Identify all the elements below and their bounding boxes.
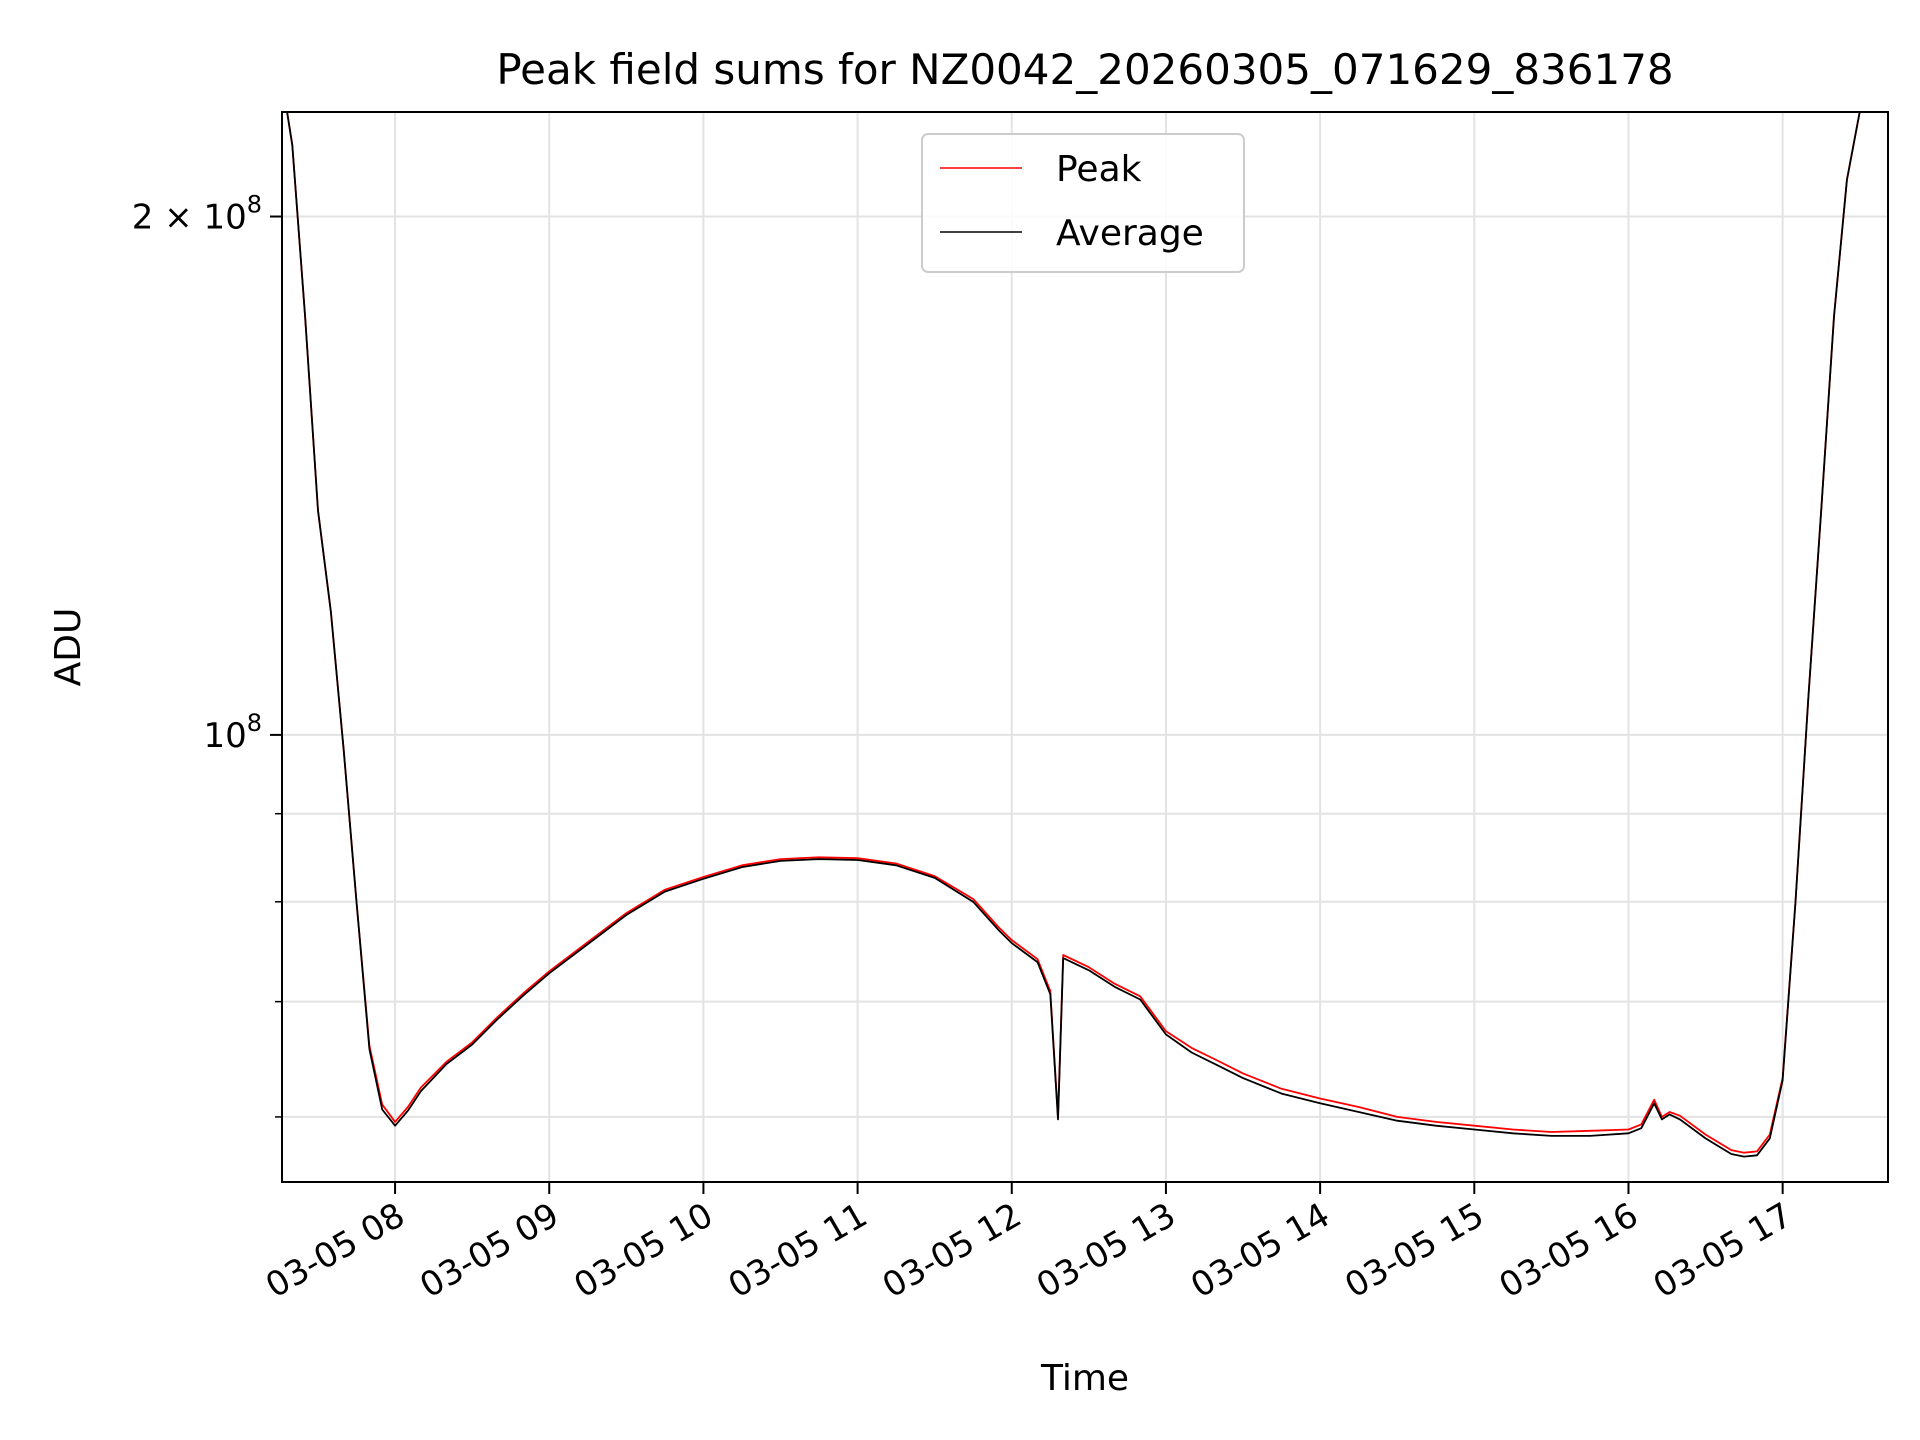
y-tick-label: 108 — [203, 709, 262, 756]
legend-peak-label: Peak — [1056, 149, 1142, 190]
y-axis-label: ADU — [48, 608, 89, 687]
series-line-average — [282, 112, 1888, 1158]
y-tick-label: 2 × 108 — [132, 191, 262, 238]
x-axis-label: Time — [1040, 1358, 1129, 1399]
series-layer — [282, 112, 1888, 1158]
series-line-peak — [282, 112, 1888, 1154]
plot-area-frame — [281, 111, 1889, 1183]
chart-title: Peak field sums for NZ0042_20260305_0716… — [496, 45, 1673, 94]
legend: Peak Average — [921, 133, 1245, 273]
y-axis: 2 × 108 108 — [132, 191, 282, 1118]
legend-average-label: Average — [1056, 213, 1204, 254]
